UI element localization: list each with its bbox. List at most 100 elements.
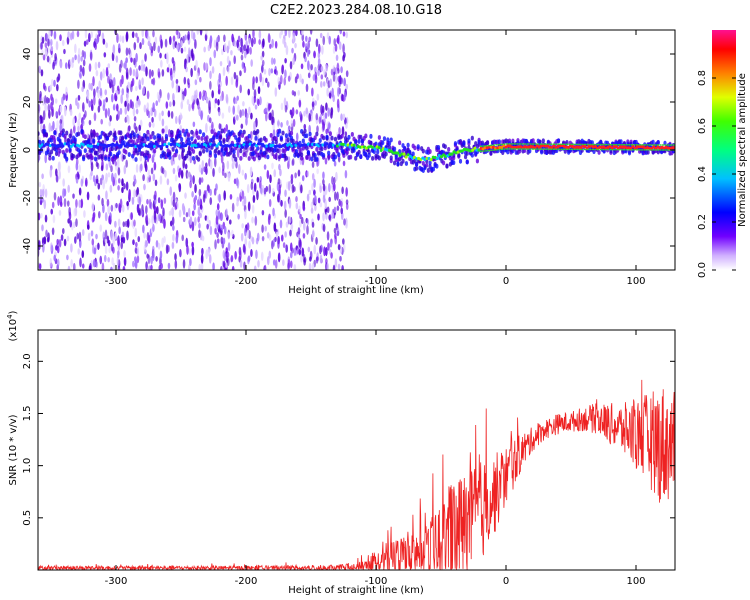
heatmap-cell xyxy=(607,143,610,146)
heatmap-cell xyxy=(171,79,175,89)
heatmap-cell xyxy=(120,237,124,243)
heatmap-cell xyxy=(359,154,363,160)
heatmap-cell xyxy=(495,144,498,146)
heatmap-cell xyxy=(369,140,373,146)
heatmap-cell xyxy=(152,173,156,182)
heatmap-cell xyxy=(485,150,488,152)
heatmap-cell xyxy=(112,104,116,111)
heatmap-cell xyxy=(135,32,138,38)
heatmap-cell xyxy=(53,130,57,136)
heatmap-cell xyxy=(334,43,338,52)
heatmap-cell xyxy=(327,144,331,148)
heatmap-cell xyxy=(594,143,597,146)
heatmap-cell xyxy=(602,148,605,151)
heatmap-cell xyxy=(252,76,255,85)
heatmap-cell xyxy=(565,143,568,146)
heatmap-cell xyxy=(233,55,236,65)
heatmap-cell xyxy=(46,96,49,104)
heatmap-cell xyxy=(301,247,305,257)
heatmap-cell xyxy=(336,191,339,201)
heatmap-cell xyxy=(223,127,226,134)
heatmap-cell xyxy=(91,238,95,246)
heatmap-cell xyxy=(287,180,291,191)
heatmap-cell xyxy=(236,39,239,49)
heatmap-cell xyxy=(117,150,121,155)
heatmap-cell xyxy=(163,235,166,244)
heatmap-cell xyxy=(278,163,281,171)
heatmap-cell xyxy=(78,164,81,174)
y-tick-label: 0.5 xyxy=(22,510,33,526)
heatmap-cell xyxy=(43,236,47,245)
heatmap-cell xyxy=(128,188,131,199)
heatmap-cell xyxy=(38,154,41,161)
heatmap-cell xyxy=(175,30,179,36)
heatmap-cell xyxy=(586,143,589,146)
heatmap-cell xyxy=(198,150,202,156)
heatmap-cell xyxy=(198,164,202,173)
heatmap-cell xyxy=(175,234,179,244)
heatmap-cell xyxy=(526,143,529,145)
y-tick-label: -20 xyxy=(22,190,33,206)
heatmap-cell xyxy=(207,248,211,257)
heatmap-cell xyxy=(126,218,130,229)
heatmap-cell xyxy=(198,144,202,148)
heatmap-cell xyxy=(160,215,164,224)
heatmap-cell xyxy=(56,83,59,92)
heatmap-cell xyxy=(274,259,278,269)
heatmap-cell xyxy=(583,144,587,149)
heatmap-cell xyxy=(231,229,234,238)
heatmap-cell xyxy=(263,164,267,170)
heatmap-cell xyxy=(240,123,244,129)
heatmap-cell xyxy=(121,142,125,146)
heatmap-cell xyxy=(194,195,198,201)
heatmap-cell xyxy=(261,50,265,58)
heatmap-cell xyxy=(273,154,277,160)
heatmap-cell xyxy=(59,122,62,133)
heatmap-cell xyxy=(307,246,311,253)
heatmap-cell xyxy=(198,229,201,238)
heatmap-cell xyxy=(215,215,219,226)
heatmap-cell xyxy=(597,143,600,146)
heatmap-cell xyxy=(184,87,187,97)
heatmap-cell xyxy=(75,176,79,184)
heatmap-cell xyxy=(174,253,177,261)
heatmap-cell xyxy=(241,190,245,200)
heatmap-cell xyxy=(203,46,206,53)
heatmap-cell xyxy=(40,69,44,77)
svg-text:(x104): (x104) xyxy=(6,310,19,341)
heatmap-cell xyxy=(345,123,348,129)
heatmap-cell xyxy=(322,152,326,158)
heatmap-cell xyxy=(221,168,225,176)
heatmap-cell xyxy=(178,209,182,218)
heatmap-cell xyxy=(205,62,208,71)
heatmap-cell xyxy=(239,148,243,154)
heatmap-cell xyxy=(259,146,263,151)
heatmap-cell xyxy=(322,121,325,131)
heatmap-cell xyxy=(191,95,194,102)
heatmap-cell xyxy=(189,154,193,164)
heatmap-cell xyxy=(185,128,189,134)
heatmap-cell xyxy=(300,184,303,194)
heatmap-cell xyxy=(435,163,439,169)
heatmap-cell xyxy=(565,148,568,151)
heatmap-cell xyxy=(294,42,297,49)
heatmap-cell xyxy=(262,38,265,48)
heatmap-cell xyxy=(336,98,340,109)
heatmap-cell xyxy=(90,170,93,177)
heatmap-cell xyxy=(124,220,128,227)
heatmap-cell xyxy=(174,116,178,124)
heatmap-cell xyxy=(633,144,636,146)
heatmap-cell xyxy=(48,122,52,133)
heatmap-cell xyxy=(98,210,101,219)
heatmap-cell xyxy=(343,218,346,226)
heatmap-cell xyxy=(293,247,297,257)
heatmap-cell xyxy=(56,238,60,245)
heatmap-cell xyxy=(516,148,519,150)
heatmap-cell xyxy=(223,34,226,43)
heatmap-cell xyxy=(121,204,125,213)
heatmap-cell xyxy=(61,228,65,235)
heatmap-cell xyxy=(631,144,635,148)
heatmap-cell xyxy=(337,243,341,251)
heatmap-cell xyxy=(298,237,302,248)
